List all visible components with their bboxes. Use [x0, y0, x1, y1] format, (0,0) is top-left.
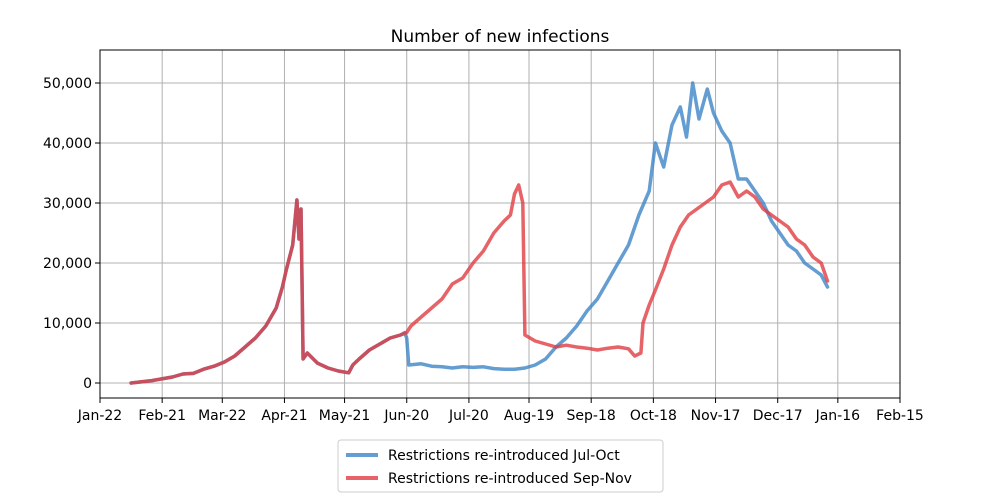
series-lines: [129, 81, 830, 385]
x-axis-ticks: Jan-22 Feb-21 Mar-22 Apr-21 May-21 Jun-20 Jul-…: [77, 398, 924, 424]
y-tick-label: 0: [83, 376, 92, 392]
x-tick-label: Oct-18: [630, 408, 677, 424]
y-axis-ticks: 0 10,000 20,000 30,000 40,000 50,000: [43, 76, 100, 392]
x-tick-label: Nov-17: [691, 408, 741, 424]
chart-title: Number of new infections: [391, 27, 610, 47]
y-tick-label: 30,000: [43, 196, 92, 212]
y-tick-label: 10,000: [43, 316, 92, 332]
x-tick-label: Jan-16: [815, 408, 861, 424]
legend-label-jul-oct: Restrictions re-introduced Jul-Oct: [388, 448, 620, 464]
x-tick-label: Jun-20: [383, 408, 429, 424]
x-tick-label: Apr-21: [261, 408, 307, 424]
x-tick-label: May-21: [319, 408, 371, 424]
legend-label-sep-nov: Restrictions re-introduced Sep-Nov: [388, 471, 632, 487]
y-tick-label: 50,000: [43, 76, 92, 92]
x-tick-label: Feb-21: [138, 408, 186, 424]
x-tick-label: Mar-22: [198, 408, 246, 424]
series-line-sep-nov: [129, 180, 830, 385]
x-tick-label: Aug-19: [504, 408, 554, 424]
y-tick-label: 40,000: [43, 136, 92, 152]
y-tick-label: 20,000: [43, 256, 92, 272]
plot-frame: [99, 49, 901, 399]
x-tick-label: Sep-18: [567, 408, 616, 424]
x-tick-label: Jan-22: [77, 408, 122, 424]
x-tick-label: Feb-15: [876, 408, 924, 424]
x-tick-label: Jul-20: [448, 408, 489, 424]
x-tick-label: Dec-17: [753, 408, 803, 424]
legend-box: [337, 439, 664, 493]
legend: Restrictions re-introduced Jul-Oct Restr…: [337, 439, 664, 493]
